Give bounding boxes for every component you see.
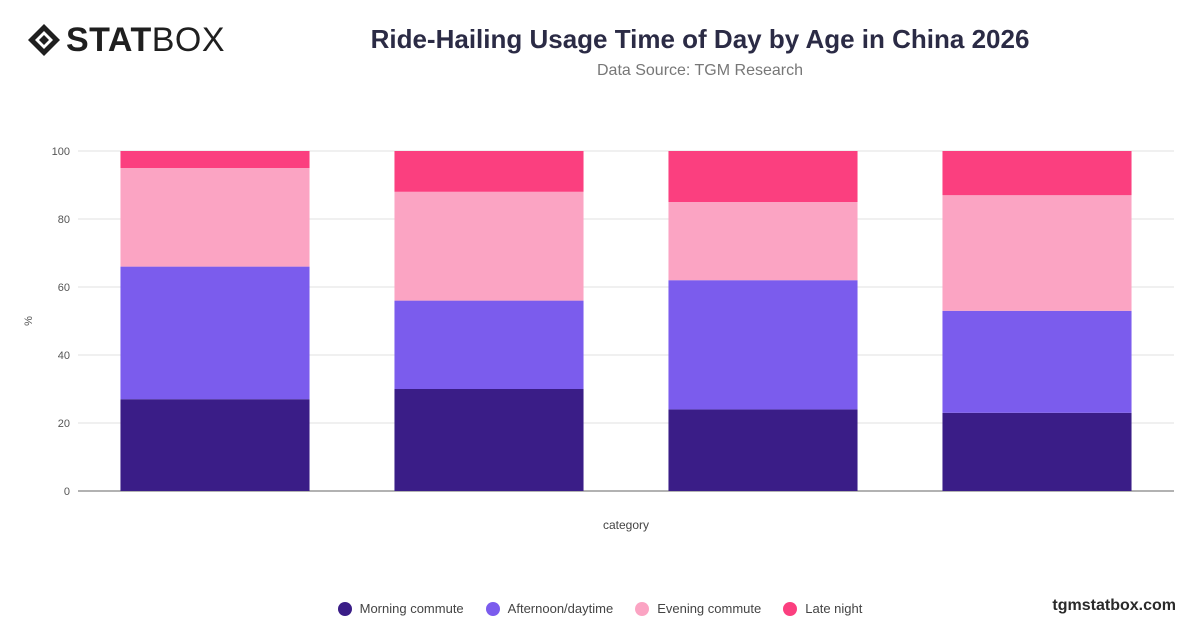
legend-item[interactable]: Late night <box>783 601 862 616</box>
y-tick-label: 60 <box>58 282 70 294</box>
source-url: tgmstatbox.com <box>1052 597 1176 614</box>
y-tick-label: 100 <box>52 146 70 158</box>
legend-label: Morning commute <box>359 601 464 616</box>
logo-wordmark: STATBOX <box>66 22 225 58</box>
statbox-logo: STATBOX <box>26 22 225 58</box>
bar-segment <box>394 300 584 389</box>
y-tick-label: 80 <box>58 214 70 226</box>
bar-segment <box>668 202 858 281</box>
bar-segment <box>120 266 310 400</box>
legend-item[interactable]: Morning commute <box>337 601 464 616</box>
bar-segment <box>668 280 858 410</box>
y-axis-label: % <box>23 316 35 326</box>
y-tick-label: 20 <box>58 418 70 430</box>
bar-segment <box>942 412 1132 491</box>
legend-item[interactable]: Afternoon/daytime <box>485 601 614 616</box>
y-tick-label: 40 <box>58 350 70 362</box>
chart-subtitle: Data Source: TGM Research <box>596 62 803 79</box>
bar-segment <box>394 389 584 491</box>
statbox-diamond-icon <box>28 24 60 56</box>
legend-label: Evening commute <box>657 601 762 616</box>
bar-segment <box>942 195 1132 311</box>
bar-segment <box>120 168 310 267</box>
legend-item[interactable]: Evening commute <box>635 601 761 616</box>
bar-segment <box>120 399 310 491</box>
legend-swatch-icon <box>337 601 352 616</box>
x-axis-label: category <box>603 518 649 532</box>
chart-legend: Morning commute Afternoon/daytime Evening … <box>0 601 1200 616</box>
logo-wordmark-bold: STAT <box>66 21 152 59</box>
legend-swatch-icon <box>783 601 798 616</box>
legend-swatch-icon <box>635 601 650 616</box>
bar-segment <box>668 409 858 491</box>
bar-segment <box>394 191 584 301</box>
bar-segment <box>394 151 584 192</box>
logo-wordmark-light: BOX <box>151 21 226 59</box>
chart-title: Ride-Hailing Usage Time of Day by Age in… <box>370 24 1030 54</box>
y-tick-label: 0 <box>64 486 70 498</box>
bar-segment <box>942 310 1132 413</box>
bar-segment <box>668 151 858 202</box>
legend-label: Afternoon/daytime <box>507 601 614 616</box>
legend-label: Late night <box>805 601 863 616</box>
bar-segment <box>120 151 310 168</box>
legend-swatch-icon <box>485 601 500 616</box>
bar-segment <box>942 151 1132 196</box>
